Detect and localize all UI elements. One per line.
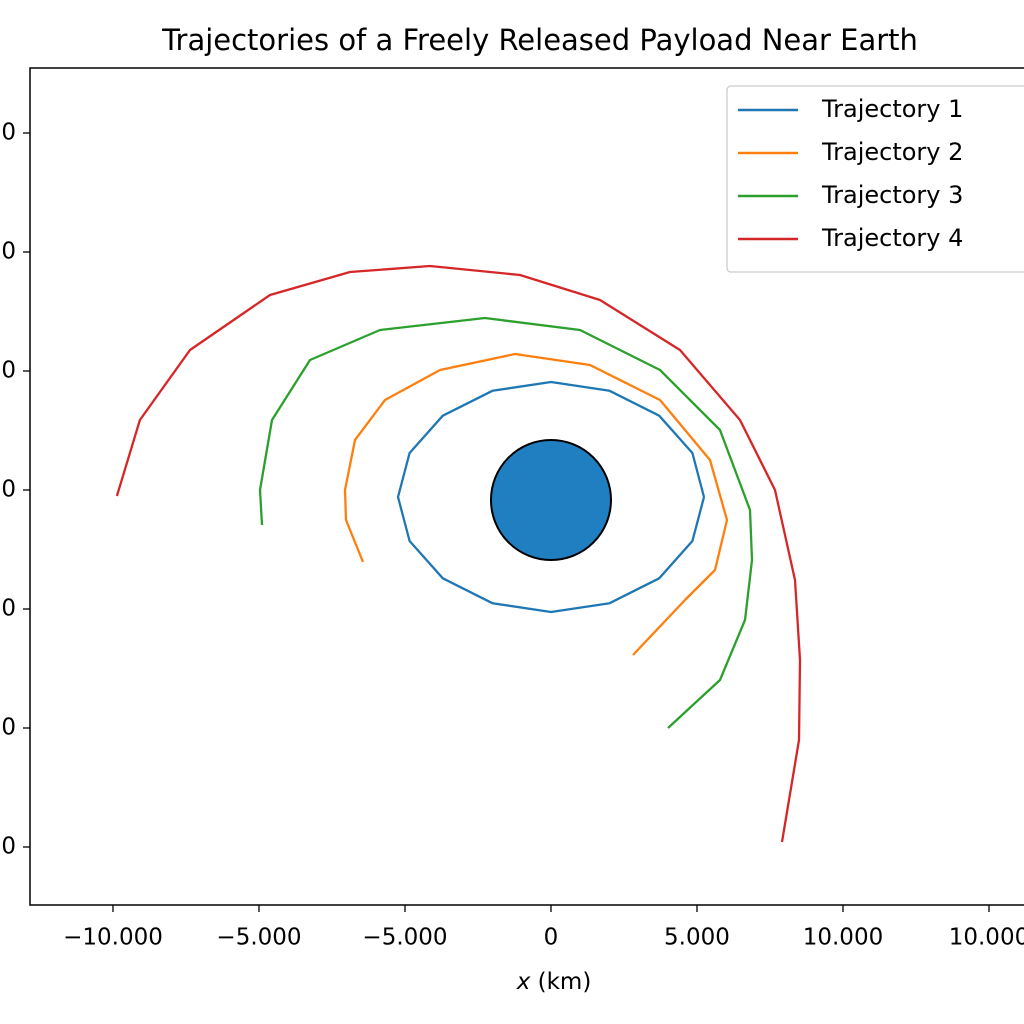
trajectory-line xyxy=(258,316,754,729)
trajectory-line xyxy=(343,352,729,656)
legend-label: Trajectory 3 xyxy=(821,181,963,209)
earth xyxy=(489,438,612,562)
plot-frame xyxy=(29,67,1024,906)
x-tick-label: 10.000 xyxy=(803,925,883,951)
y-tick-label: 5.000 xyxy=(0,357,16,383)
x-tick-label: −5.000 xyxy=(216,925,301,951)
x-axis-unit: (km) xyxy=(538,969,592,995)
x-axis-label: x (km) xyxy=(516,969,592,995)
chart-title: Trajectories of a Freely Released Payloa… xyxy=(161,23,918,57)
plot-area: −10.000 −5.000 −5.000 0 5.000 10.000 10.000 15.… xyxy=(0,67,1024,951)
legend-label: Trajectory 2 xyxy=(821,138,963,166)
legend-label: Trajectory 4 xyxy=(821,224,963,252)
x-tick-label: 5.000 xyxy=(664,925,730,951)
x-tick-label: 10.000 xyxy=(949,925,1024,951)
x-tick-label: 0 xyxy=(544,925,559,951)
y-tick-label: 15.000 xyxy=(0,119,16,145)
trajectory-line xyxy=(115,264,802,843)
x-axis-variable: x xyxy=(516,969,531,995)
legend-label: Trajectory 1 xyxy=(821,95,963,123)
legend-box xyxy=(726,85,1024,273)
y-tick-label: 10.000 xyxy=(0,238,16,264)
y-tick-label: −5.000 xyxy=(0,595,16,621)
x-tick-label: −10.000 xyxy=(63,925,163,951)
y-tick-label: 0 xyxy=(1,476,16,502)
legend: Trajectory 1 Trajectory 2 Trajectory 3 Traj… xyxy=(726,85,1024,273)
trajectory-line xyxy=(396,380,706,614)
x-tick-label: −5.000 xyxy=(362,925,447,951)
y-tick-label: −15.000 xyxy=(0,833,16,859)
y-tick-label: −10.000 xyxy=(0,714,16,740)
